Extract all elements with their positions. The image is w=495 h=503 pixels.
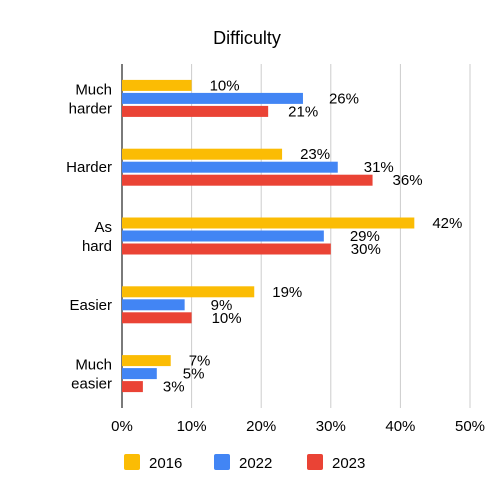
value-label: 31% [364, 159, 394, 176]
legend-label: 2022 [239, 455, 272, 472]
value-label: 42% [432, 215, 462, 232]
value-label: 10% [210, 77, 240, 94]
category-label: Harder [66, 159, 112, 176]
bar [122, 162, 338, 173]
category-label: harder [69, 100, 112, 117]
x-tick-label: 10% [177, 418, 207, 435]
bar [122, 218, 414, 229]
bar [122, 93, 303, 104]
chart-title: Difficulty [213, 28, 281, 48]
value-label: 30% [351, 241, 381, 258]
x-tick-label: 20% [246, 418, 276, 435]
category-label: Easier [69, 297, 112, 314]
x-tick-label: 0% [111, 418, 133, 435]
value-label: 19% [272, 284, 302, 301]
x-tick-labels-layer: 0% 10% 20% 30% 40% 50% [111, 418, 485, 435]
x-tick-label: 40% [385, 418, 415, 435]
value-label: 5% [183, 366, 205, 383]
bar [122, 231, 324, 242]
legend-swatch [214, 454, 230, 470]
bar [122, 312, 192, 323]
legend-label: 2023 [332, 455, 365, 472]
legend-label: 2016 [149, 455, 182, 472]
bar [122, 368, 157, 379]
category-label: hard [82, 238, 112, 255]
legend-swatch [124, 454, 140, 470]
category-label: As [94, 219, 112, 236]
value-label: 23% [300, 146, 330, 163]
category-labels-layer: Much harder Harder As hard Easier Much easier [66, 81, 112, 392]
bar [122, 80, 192, 91]
value-label: 26% [329, 90, 359, 107]
legend-swatch [307, 454, 323, 470]
value-label: 21% [288, 103, 318, 120]
legend: 2016 2022 2023 [124, 454, 365, 472]
category-label: Much [75, 81, 112, 98]
x-tick-label: 50% [455, 418, 485, 435]
value-label: 36% [393, 172, 423, 189]
category-label: easier [71, 376, 112, 393]
bar [122, 244, 331, 255]
bar [122, 355, 171, 366]
bar [122, 175, 373, 186]
x-tick-label: 30% [316, 418, 346, 435]
bar [122, 299, 185, 310]
bar [122, 106, 268, 117]
bar [122, 381, 143, 392]
value-label: 10% [212, 310, 242, 327]
bar [122, 286, 254, 297]
value-label: 3% [163, 379, 185, 396]
category-label: Much [75, 357, 112, 374]
bar [122, 149, 282, 160]
